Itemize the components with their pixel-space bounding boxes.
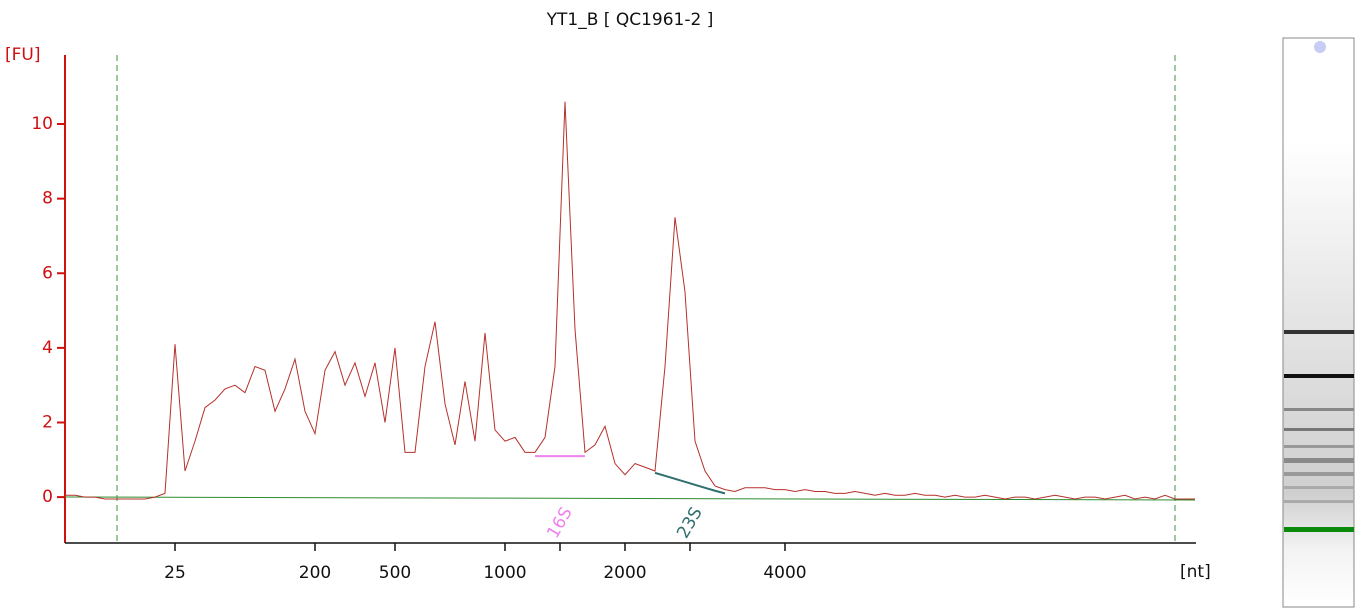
gel-band bbox=[1284, 428, 1354, 431]
x-tick-label: 500 bbox=[379, 563, 411, 583]
x-tick-label: 25 bbox=[164, 563, 186, 583]
gel-band bbox=[1284, 445, 1354, 448]
x-tick-label: 2000 bbox=[603, 563, 646, 583]
y-tick-label: 4 bbox=[42, 338, 53, 358]
gel-band bbox=[1284, 472, 1354, 476]
y-tick-label: 10 bbox=[31, 114, 53, 134]
y-axis-label: [FU] bbox=[5, 45, 41, 65]
gel-band bbox=[1284, 500, 1354, 503]
gel-frame bbox=[1282, 37, 1355, 608]
x-axis-label: [nt] bbox=[1180, 562, 1211, 582]
gel-band bbox=[1284, 486, 1354, 489]
y-tick-label: 8 bbox=[42, 189, 53, 209]
gel-band bbox=[1284, 374, 1354, 378]
gel-band bbox=[1284, 408, 1354, 411]
y-tick-label: 6 bbox=[42, 263, 53, 283]
peak-baseline bbox=[654, 471, 726, 495]
y-tick-label: 2 bbox=[42, 412, 53, 432]
y-tick-label: 0 bbox=[42, 487, 53, 507]
x-tick-label: 1000 bbox=[483, 563, 526, 583]
peak-label: 23S bbox=[673, 504, 707, 542]
gel-lane bbox=[1282, 37, 1355, 608]
x-tick-label: 200 bbox=[299, 563, 331, 583]
trace bbox=[65, 101, 1195, 500]
baseline bbox=[64, 496, 1196, 501]
peak-label: 16S bbox=[543, 504, 577, 542]
gel-band bbox=[1284, 330, 1354, 334]
gel-dot bbox=[1314, 41, 1326, 53]
gel-band bbox=[1284, 458, 1354, 463]
chart-title: YT1_B [ QC1961-2 ] bbox=[546, 10, 714, 30]
gel-band bbox=[1284, 527, 1354, 532]
x-tick-label: 4000 bbox=[763, 563, 806, 583]
